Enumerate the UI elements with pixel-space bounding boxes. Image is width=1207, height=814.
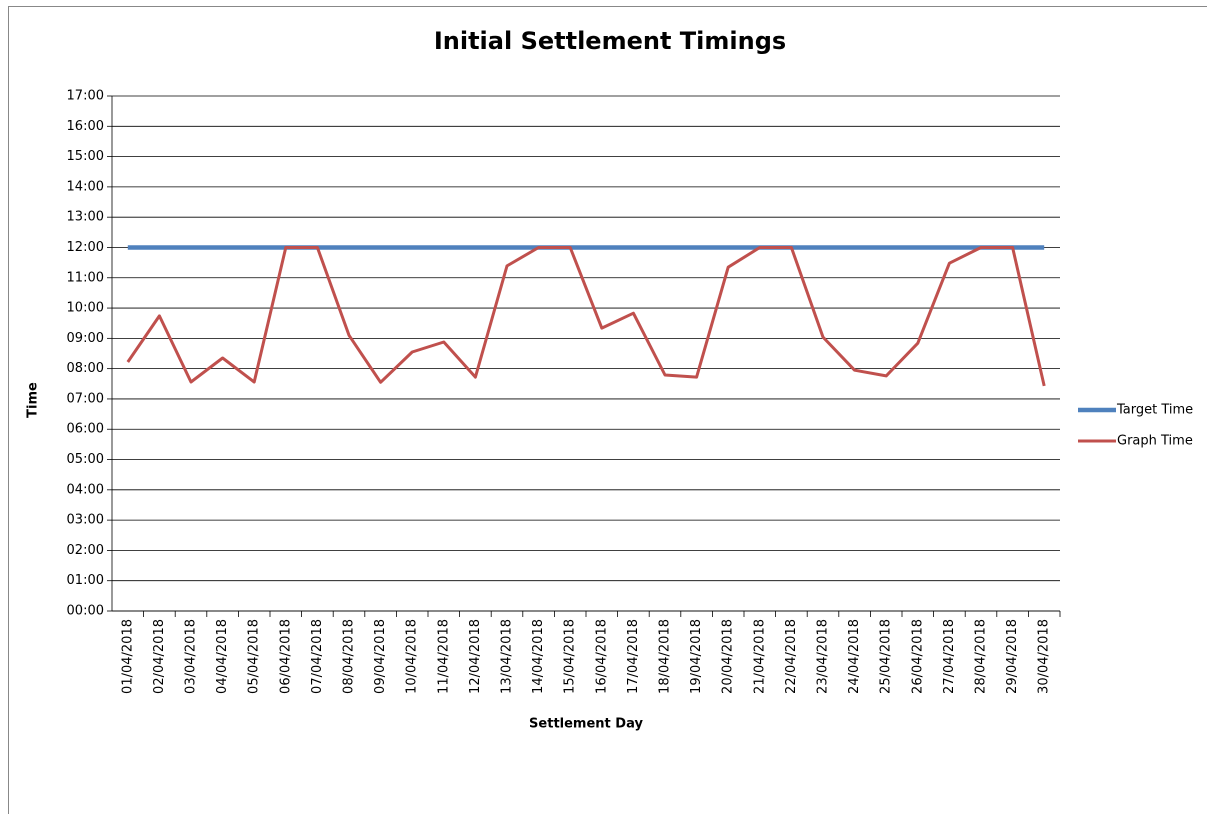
x-tick-label: 14/04/2018 (531, 619, 546, 694)
x-axis-title: Settlement Day (529, 717, 643, 732)
x-tick-label: 03/04/2018 (184, 619, 199, 694)
x-tick-label: 12/04/2018 (468, 619, 483, 694)
x-tick-label: 07/04/2018 (310, 619, 325, 694)
x-tick-label: 05/04/2018 (247, 619, 262, 694)
x-tick-label: 19/04/2018 (689, 619, 704, 694)
y-tick-label: 12:00 (67, 240, 104, 255)
x-tick-label: 18/04/2018 (658, 619, 673, 694)
x-tick-label: 28/04/2018 (974, 619, 989, 694)
legend-label: Graph Time (1117, 434, 1193, 449)
x-tick-label: 26/04/2018 (910, 619, 925, 694)
x-tick-label: 01/04/2018 (120, 619, 135, 694)
x-tick-label: 30/04/2018 (1037, 619, 1052, 694)
x-tick-label: 10/04/2018 (405, 619, 420, 694)
x-tick-label: 21/04/2018 (752, 619, 767, 694)
y-tick-label: 13:00 (67, 210, 104, 225)
y-tick-label: 16:00 (67, 119, 104, 134)
x-tick-label: 13/04/2018 (500, 619, 515, 694)
y-tick-label: 03:00 (67, 513, 104, 528)
x-tick-label: 04/04/2018 (215, 619, 230, 694)
y-tick-label: 09:00 (67, 331, 104, 346)
x-tick-label: 11/04/2018 (436, 619, 451, 694)
y-tick-label: 17:00 (67, 89, 104, 104)
y-tick-label: 06:00 (67, 422, 104, 437)
x-tick-label: 08/04/2018 (342, 619, 357, 694)
series-line (126, 246, 1046, 387)
y-tick-label: 04:00 (67, 482, 104, 497)
y-tick-label: 10:00 (67, 301, 104, 316)
x-tick-label: 25/04/2018 (879, 619, 894, 694)
x-tick-label: 23/04/2018 (816, 619, 831, 694)
x-tick-label: 09/04/2018 (373, 619, 388, 694)
x-tick-label: 17/04/2018 (626, 619, 641, 694)
y-tick-label: 11:00 (67, 270, 104, 285)
x-tick-label: 16/04/2018 (594, 619, 609, 694)
x-tick-label: 20/04/2018 (721, 619, 736, 694)
x-tick-label: 27/04/2018 (942, 619, 957, 694)
y-tick-label: 00:00 (67, 604, 104, 619)
y-tick-label: 02:00 (67, 543, 104, 558)
y-tick-label: 08:00 (67, 361, 104, 376)
y-tick-label: 14:00 (67, 179, 104, 194)
y-tick-label: 01:00 (67, 573, 104, 588)
x-tick-label: 24/04/2018 (847, 619, 862, 694)
x-tick-label: 15/04/2018 (563, 619, 578, 694)
y-axis-title: Time (26, 382, 41, 418)
chart-border (8, 6, 1207, 814)
chart-title: Initial Settlement Timings (434, 27, 786, 55)
x-tick-label: 02/04/2018 (152, 619, 167, 694)
y-tick-label: 05:00 (67, 452, 104, 467)
x-tick-label: 22/04/2018 (784, 619, 799, 694)
y-tick-label: 07:00 (67, 391, 104, 406)
y-tick-label: 15:00 (67, 149, 104, 164)
x-tick-label: 06/04/2018 (278, 619, 293, 694)
x-tick-label: 29/04/2018 (1005, 619, 1020, 694)
legend-label: Target Time (1116, 403, 1193, 418)
